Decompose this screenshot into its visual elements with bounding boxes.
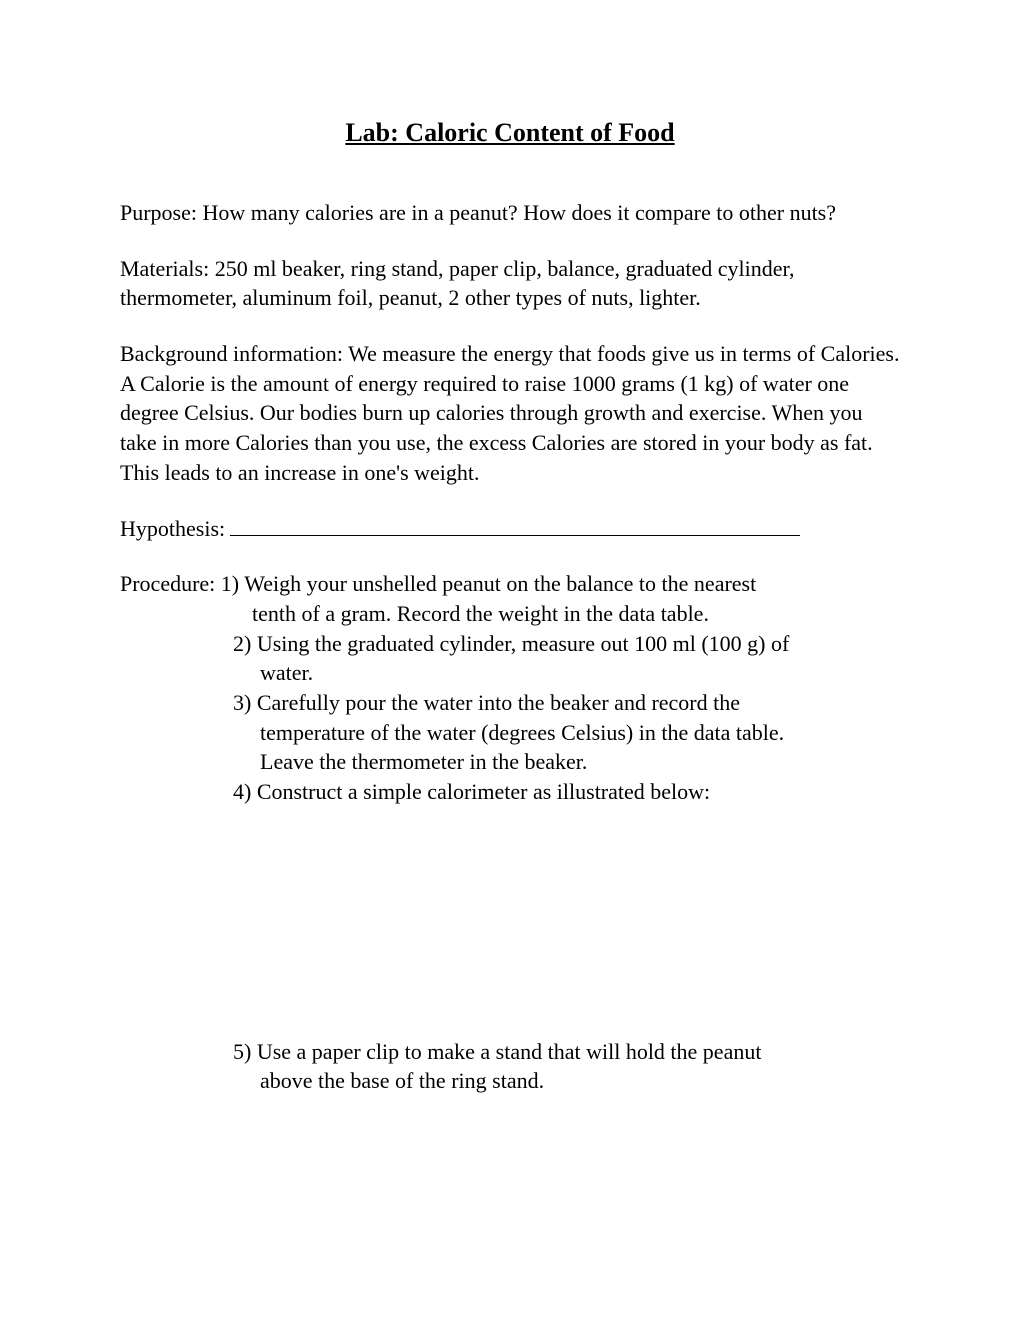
procedure-step-2: 2) Using the graduated cylinder, measure…	[120, 629, 900, 659]
hypothesis-blank-line	[230, 535, 800, 536]
background-section: Background information: We measure the e…	[120, 339, 900, 487]
document-title: Lab: Caloric Content of Food	[120, 118, 900, 148]
procedure-step-5: 5) Use a paper clip to make a stand that…	[120, 1037, 900, 1067]
procedure-step-5-cont: above the base of the ring stand.	[120, 1066, 900, 1096]
procedure-section: Procedure: 1) Weigh your unshelled peanu…	[120, 569, 900, 1096]
procedure-step-3: 3) Carefully pour the water into the bea…	[120, 688, 900, 718]
procedure-step-1-text-a: 1) Weigh your unshelled peanut on the ba…	[215, 571, 756, 596]
procedure-label: Procedure:	[120, 571, 215, 596]
hypothesis-section: Hypothesis:	[120, 514, 900, 544]
procedure-step-1: Procedure: 1) Weigh your unshelled peanu…	[120, 569, 900, 599]
procedure-step-1-cont: tenth of a gram. Record the weight in th…	[120, 599, 900, 629]
purpose-section: Purpose: How many calories are in a pean…	[120, 198, 900, 228]
procedure-step-3-cont-a: temperature of the water (degrees Celsiu…	[120, 718, 900, 748]
purpose-text: How many calories are in a peanut? How d…	[197, 200, 836, 225]
procedure-step-4: 4) Construct a simple calorimeter as ill…	[120, 777, 900, 807]
materials-section: Materials: 250 ml beaker, ring stand, pa…	[120, 254, 900, 313]
materials-label: Materials:	[120, 256, 209, 281]
background-label: Background information:	[120, 341, 343, 366]
procedure-step-2-cont: water.	[120, 658, 900, 688]
procedure-step-3-cont-b: Leave the thermometer in the beaker.	[120, 747, 900, 777]
illustration-placeholder	[120, 807, 900, 1037]
materials-text: 250 ml beaker, ring stand, paper clip, b…	[120, 256, 795, 311]
hypothesis-label: Hypothesis:	[120, 516, 225, 541]
purpose-label: Purpose:	[120, 200, 197, 225]
